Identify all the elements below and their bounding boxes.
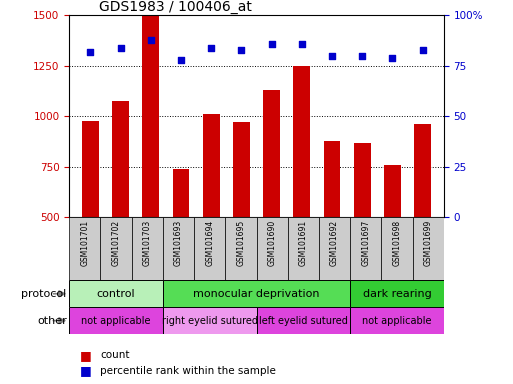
Bar [256, 307, 350, 334]
Bar [173, 169, 189, 217]
Bar [203, 114, 220, 217]
Text: not applicable: not applicable [362, 316, 431, 326]
Bar [350, 217, 381, 280]
Point [147, 36, 155, 43]
Point [177, 56, 185, 63]
Text: GSM101693: GSM101693 [174, 220, 183, 266]
Bar [233, 122, 250, 217]
Point [419, 46, 427, 53]
Point [358, 53, 366, 59]
Text: GSM101695: GSM101695 [236, 220, 245, 266]
Bar [194, 217, 225, 280]
Text: not applicable: not applicable [82, 316, 151, 326]
Text: GSM101702: GSM101702 [111, 220, 121, 266]
Bar [143, 15, 159, 217]
Bar [163, 217, 194, 280]
Text: GSM101691: GSM101691 [299, 220, 308, 266]
Text: GDS1983 / 100406_at: GDS1983 / 100406_at [99, 0, 252, 14]
Text: GSM101692: GSM101692 [330, 220, 339, 266]
Text: dark rearing: dark rearing [363, 289, 431, 299]
Bar [69, 217, 101, 280]
Bar [324, 141, 340, 217]
Text: GSM101694: GSM101694 [205, 220, 214, 266]
Text: ■: ■ [80, 349, 91, 362]
Bar [256, 217, 288, 280]
Point [267, 41, 275, 47]
Bar [384, 164, 401, 217]
Bar [82, 121, 98, 217]
Bar [112, 101, 129, 217]
Bar [412, 217, 444, 280]
Point [298, 41, 306, 47]
Text: count: count [100, 350, 130, 360]
Point [116, 45, 125, 51]
Text: GSM101699: GSM101699 [424, 220, 432, 266]
Bar [132, 217, 163, 280]
Point [388, 55, 397, 61]
Point [207, 45, 215, 51]
Bar [69, 280, 163, 307]
Bar [69, 307, 163, 334]
Text: monocular deprivation: monocular deprivation [193, 289, 320, 299]
Point [86, 49, 94, 55]
Point [328, 53, 336, 59]
Text: protocol: protocol [22, 289, 67, 299]
Bar [163, 280, 350, 307]
Bar [293, 66, 310, 217]
Bar [101, 217, 132, 280]
Bar [350, 280, 444, 307]
Bar [163, 307, 256, 334]
Bar [288, 217, 319, 280]
Text: control: control [97, 289, 135, 299]
Bar [354, 143, 370, 217]
Bar [225, 217, 256, 280]
Text: GSM101697: GSM101697 [361, 220, 370, 266]
Text: left eyelid sutured: left eyelid sutured [259, 316, 348, 326]
Bar [415, 124, 431, 217]
Bar [381, 217, 412, 280]
Point [238, 46, 246, 53]
Text: percentile rank within the sample: percentile rank within the sample [100, 366, 276, 376]
Text: GSM101690: GSM101690 [268, 220, 277, 266]
Bar [263, 90, 280, 217]
Text: GSM101698: GSM101698 [392, 220, 402, 266]
Text: other: other [37, 316, 67, 326]
Text: GSM101701: GSM101701 [81, 220, 89, 266]
Text: GSM101703: GSM101703 [143, 220, 152, 266]
Text: ■: ■ [80, 364, 91, 377]
Bar [350, 307, 444, 334]
Bar [319, 217, 350, 280]
Text: right eyelid sutured: right eyelid sutured [162, 316, 258, 326]
